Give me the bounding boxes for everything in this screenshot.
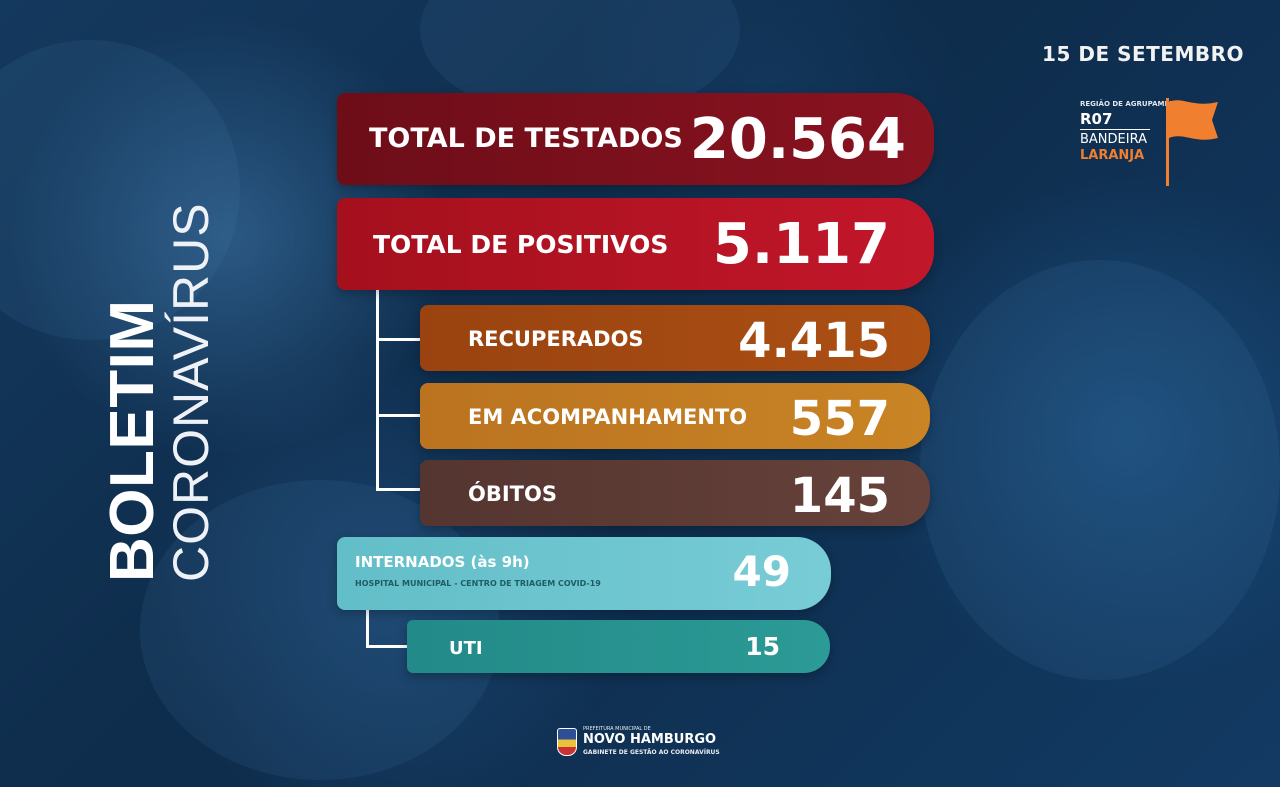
title-coronavirus: CORONAVÍRUS <box>163 202 219 582</box>
obitos-value: 145 <box>789 468 890 524</box>
uti-bar: UTI 15 <box>407 620 830 673</box>
vertical-title: BOLETIM CORONAVÍRUS <box>92 178 222 582</box>
tree-branch <box>376 338 448 341</box>
recuperados-label: RECUPERADOS <box>468 327 644 351</box>
footer-top-line: PREFEITURA MUNICIPAL DE <box>583 726 651 732</box>
uti-label: UTI <box>449 638 483 659</box>
total-testados-value: 20.564 <box>689 107 906 172</box>
em-acompanhamento-value: 557 <box>789 391 890 447</box>
flag-word: BANDEIRA <box>1080 132 1147 147</box>
footer-city-name: NOVO HAMBURGO <box>583 732 717 747</box>
novo-hamburgo-logo: PREFEITURA MUNICIPAL DE NOVO HAMBURGO GA… <box>557 726 727 760</box>
em-acompanhamento-label: EM ACOMPANHAMENTO <box>468 405 748 429</box>
total-positivos-value: 5.117 <box>712 212 890 277</box>
em-acompanhamento-bar: EM ACOMPANHAMENTO 557 <box>420 383 930 449</box>
internados-sublabel: HOSPITAL MUNICIPAL - CENTRO DE TRIAGEM C… <box>355 579 601 588</box>
badge-divider <box>1080 129 1150 130</box>
total-positivos-bar: TOTAL DE POSITIVOS 5.117 <box>337 198 934 290</box>
flag-color-word: LARANJA <box>1080 148 1145 163</box>
orange-flag-icon <box>1166 98 1218 186</box>
total-testados-label: TOTAL DE TESTADOS <box>369 123 683 154</box>
tree-branch <box>366 645 432 648</box>
bulletin-date: 15 DE SETEMBRO <box>1042 42 1244 66</box>
recuperados-value: 4.415 <box>738 313 890 369</box>
region-code: R07 <box>1080 110 1113 128</box>
city-crest-icon <box>557 728 577 756</box>
tree-connector <box>376 280 379 490</box>
tree-connector <box>366 600 369 647</box>
obitos-bar: ÓBITOS 145 <box>420 460 930 526</box>
tree-branch <box>376 488 448 491</box>
flag-badge: REGIÃO DE AGRUPAMENTO R07 BANDEIRA LARAN… <box>1080 96 1230 188</box>
total-testados-bar: TOTAL DE TESTADOS 20.564 <box>337 93 934 185</box>
tree-branch <box>376 414 448 417</box>
title-boletim: BOLETIM <box>98 299 167 582</box>
total-positivos-label: TOTAL DE POSITIVOS <box>373 230 669 259</box>
background-virus-shape <box>0 40 240 340</box>
recuperados-bar: RECUPERADOS 4.415 <box>420 305 930 371</box>
internados-value: 49 <box>732 547 791 596</box>
uti-value: 15 <box>745 632 780 661</box>
obitos-label: ÓBITOS <box>468 482 557 506</box>
region-caption: REGIÃO DE AGRUPAMENTO <box>1080 100 1186 108</box>
internados-bar: INTERNADOS (às 9h) HOSPITAL MUNICIPAL - … <box>337 537 831 610</box>
background-virus-shape <box>920 260 1280 680</box>
internados-label: INTERNADOS (às 9h) <box>355 553 530 571</box>
footer-bottom-line: GABINETE DE GESTÃO AO CORONAVÍRUS <box>583 749 720 756</box>
